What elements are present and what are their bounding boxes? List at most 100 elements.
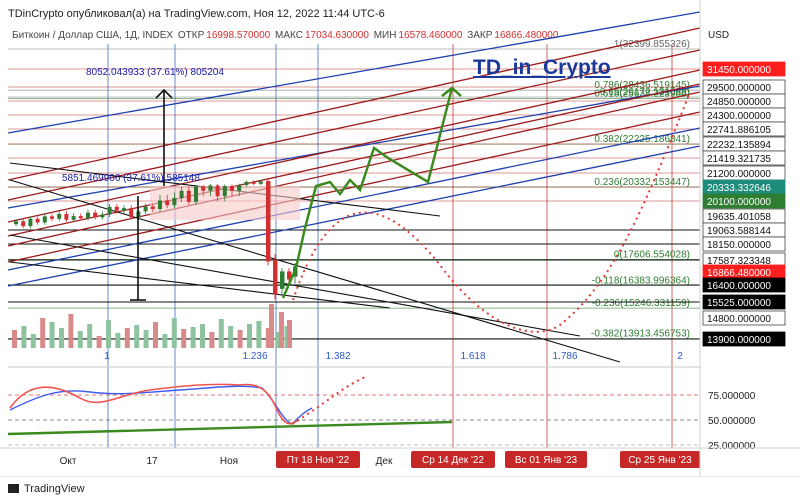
price-label: 22741.886105 <box>707 125 771 136</box>
volume-bar <box>269 304 274 348</box>
price-label: 21419.321735 <box>707 154 771 165</box>
price-label: 20333.332646 <box>707 183 771 194</box>
channel-line-red <box>7 91 701 247</box>
x-highlight-badge <box>505 451 587 468</box>
volume-bar <box>162 334 168 348</box>
volume-bar <box>68 314 74 348</box>
watermark-brand: TD_in_Crypto <box>473 56 611 79</box>
ohlc-close-value: 16866.480000 <box>494 30 559 41</box>
channel-line-blue <box>7 145 701 287</box>
candle-body <box>78 216 83 219</box>
candle-body <box>186 190 191 202</box>
ohlc-high-value: 17034.630000 <box>304 30 369 41</box>
price-label: 20100.000000 <box>707 197 771 208</box>
fib-level-label: 0.236(20332.153447) <box>594 177 690 188</box>
price-label: 29500.000000 <box>707 83 771 94</box>
volume-bar <box>190 327 196 348</box>
candle-body <box>71 216 76 220</box>
volume-bar <box>77 331 83 348</box>
channel-line-red <box>7 111 701 263</box>
ohlc-low-value: 16578.460000 <box>398 30 463 41</box>
projected-path-arrowhead <box>441 86 462 97</box>
volume-bar <box>12 330 17 348</box>
x-highlight-label: Ср 25 Янв '23 <box>628 455 692 466</box>
candle-body <box>194 186 198 202</box>
tradingview-logo-text: TradingView <box>24 483 85 495</box>
candle-body <box>143 206 148 212</box>
candle-body <box>42 216 47 223</box>
channel-line-red <box>7 27 701 181</box>
candle-body <box>150 206 155 210</box>
channel-line-red <box>7 49 701 201</box>
volume-bar <box>247 324 252 348</box>
price-label: 16400.000000 <box>707 281 771 292</box>
volume-bar <box>21 326 27 348</box>
price-label: 14800.000000 <box>707 314 771 325</box>
candle-body <box>114 206 119 211</box>
candle-body <box>21 221 26 227</box>
osc-main-line <box>9 383 299 425</box>
fib-time-label: 1.618 <box>460 351 485 362</box>
candle-body <box>222 185 227 197</box>
currency-label: USD <box>708 30 729 41</box>
price-label: 15525.000000 <box>707 298 771 309</box>
volume-bar <box>30 334 36 348</box>
descending-trendline <box>9 179 621 363</box>
fib-level-label: 0.618(25638.225988) <box>594 89 690 100</box>
footer: TradingView <box>0 476 800 502</box>
candle-body <box>28 218 33 227</box>
fib-time-label: 1.382 <box>325 351 350 362</box>
fib-level-label: 1(32399.855326) <box>614 39 690 50</box>
channel-line-blue <box>7 11 701 134</box>
x-tick-label: Окт <box>60 456 77 467</box>
x-tick-label: Ноя <box>220 456 238 467</box>
descending-trendline <box>9 261 391 309</box>
volume-bar <box>237 330 243 348</box>
volume-bar <box>256 321 262 348</box>
fib-level-label: 0(17606.554028) <box>614 249 690 260</box>
candle-body <box>237 185 242 191</box>
price-label: 19635.401058 <box>707 212 771 223</box>
symbol-line: Биткоин / Доллар США, 1Д, INDEX ОТКР 1699… <box>12 30 560 41</box>
price-label-badge <box>702 294 786 310</box>
candle-body <box>129 208 134 218</box>
volume-bar <box>181 329 187 348</box>
candle-body <box>107 206 112 215</box>
tradingview-logo[interactable]: TradingView <box>8 483 85 495</box>
volume-bar <box>143 330 149 348</box>
price-label-badge <box>702 277 786 293</box>
price-label: 17587.323348 <box>707 256 771 267</box>
candle-body <box>158 200 162 210</box>
x-tick-label: Дек <box>376 456 393 467</box>
channel-line-blue <box>7 127 701 271</box>
published-line: TDinCrypto опубликовал(а) на TradingView… <box>8 8 385 20</box>
candle-body <box>57 213 62 219</box>
x-highlight-label: Пт 18 Ноя '22 <box>287 455 350 466</box>
fib-time-label: 1.236 <box>242 351 267 362</box>
volume-bar <box>209 332 215 348</box>
price-label: 24850.000000 <box>707 97 771 108</box>
candle-body <box>280 271 285 289</box>
price-label: 22232.135894 <box>707 140 771 151</box>
candle-body <box>215 185 220 197</box>
measure-label: 5851.469906 (37.61%) 585148 <box>62 173 200 184</box>
candle-body <box>165 200 170 206</box>
candle-body <box>287 271 292 280</box>
volume-bar <box>228 326 234 348</box>
price-chart[interactable]: 1(32399.855326) 0.786(28436.519145)0.65(2… <box>0 0 800 476</box>
candle-body <box>50 216 54 219</box>
fib-level-label: -0.118(16383.996364) <box>592 275 690 286</box>
measure-label: 8052.043933 (37.61%) 805204 <box>86 67 224 78</box>
volume-bar <box>200 324 205 348</box>
volume-bar <box>59 328 64 348</box>
price-label-badge <box>702 331 786 347</box>
fib-level-label: -0.236(15246.331159) <box>592 298 690 309</box>
ohlc-open-value: 16998.570000 <box>206 30 271 41</box>
candle-body <box>172 197 177 206</box>
tradingview-logo-icon <box>8 484 19 493</box>
ohlc-high-label: МАКС <box>275 30 303 41</box>
osc-projection <box>291 375 369 425</box>
volume-bar <box>115 333 121 348</box>
channel-line-red <box>7 69 701 223</box>
candle-body <box>251 181 256 184</box>
